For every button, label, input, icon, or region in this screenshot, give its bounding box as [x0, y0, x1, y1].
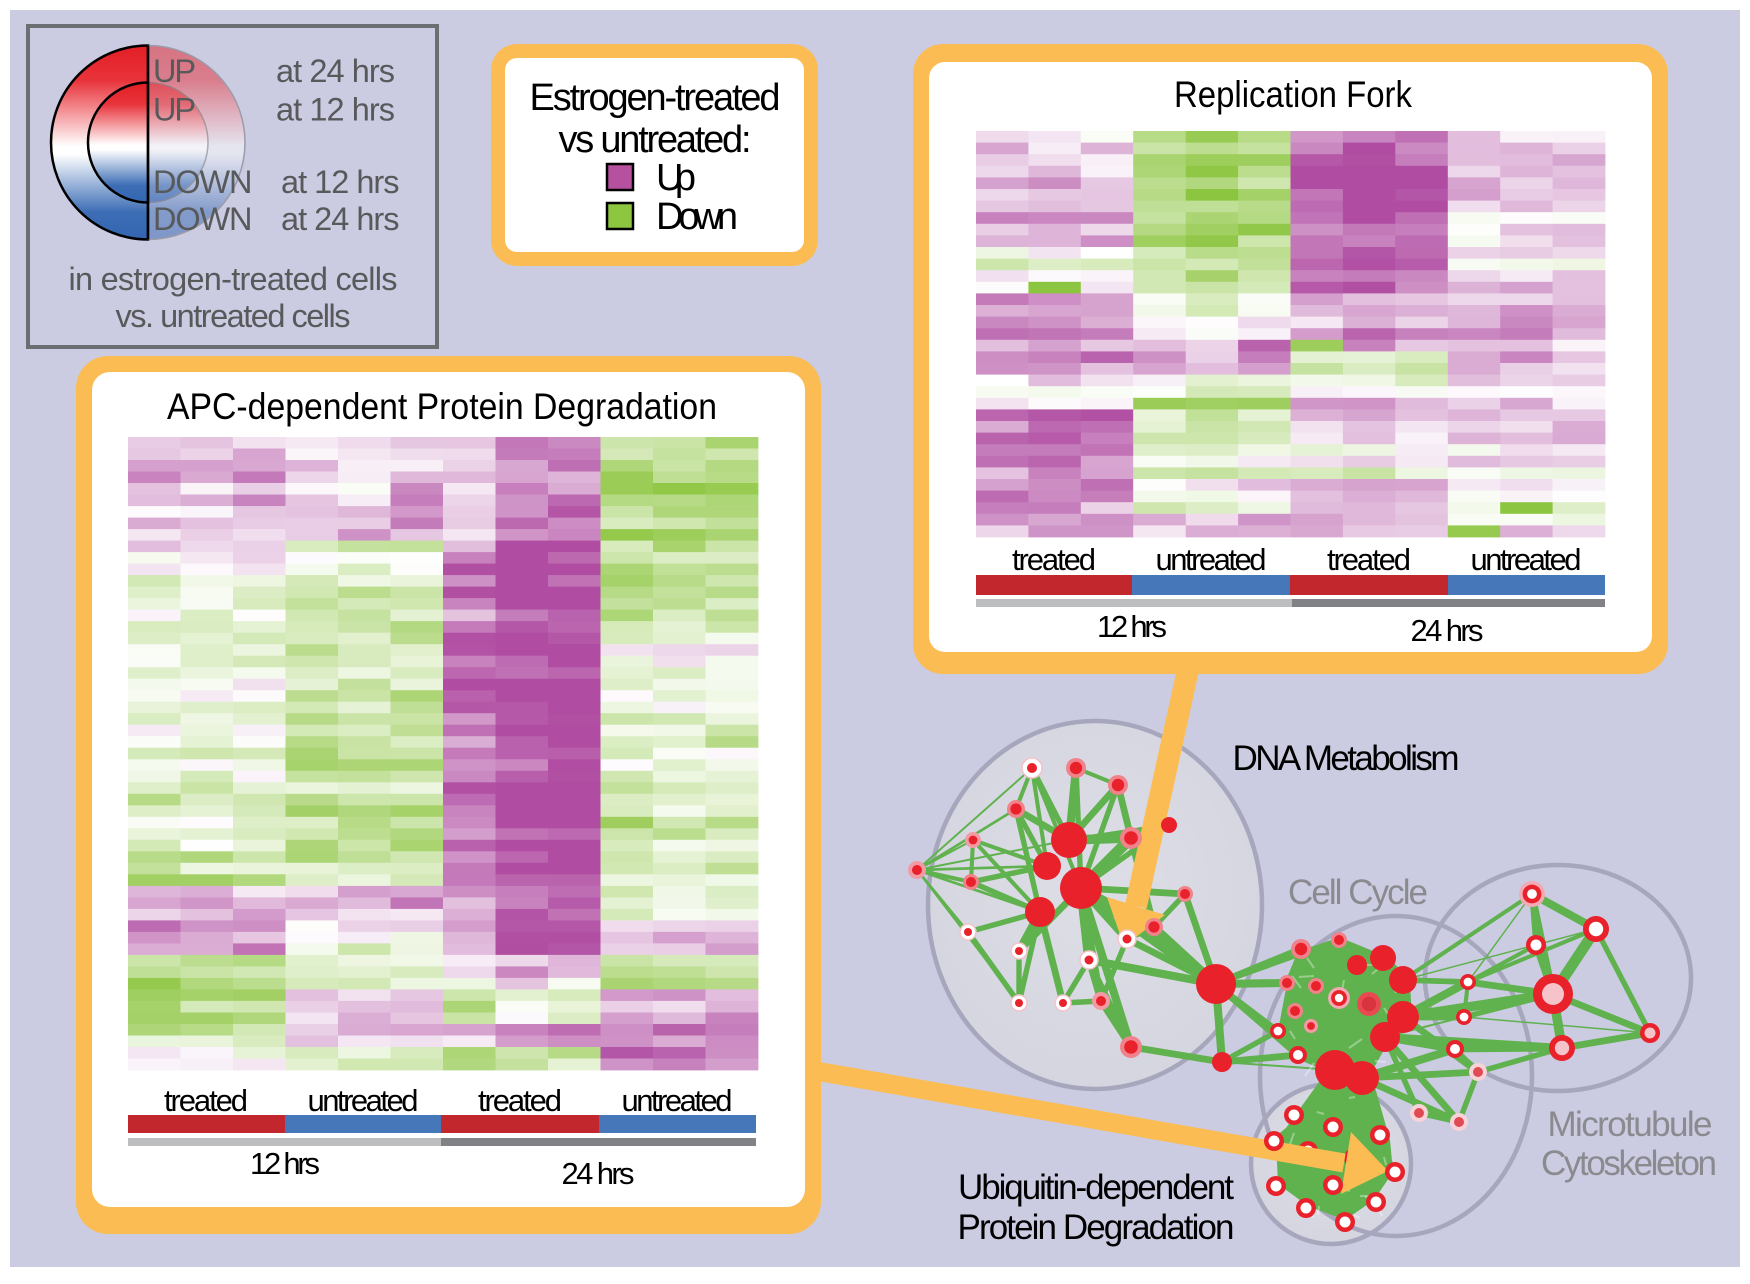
svg-text:untreated: untreated [1156, 542, 1267, 577]
svg-text:Estrogen-treated: Estrogen-treated [530, 77, 781, 119]
svg-text:Cell Cycle: Cell Cycle [1288, 873, 1428, 912]
svg-text:Down: Down [656, 196, 738, 238]
svg-text:Up: Up [656, 157, 696, 199]
svg-text:DNA Metabolism: DNA Metabolism [1233, 739, 1460, 778]
svg-text:UP: UP [153, 92, 196, 128]
svg-text:24 hrs: 24 hrs [562, 1156, 635, 1191]
svg-text:APC-dependent Protein Degradat: APC-dependent Protein Degradation [167, 386, 717, 427]
svg-text:12 hrs: 12 hrs [1097, 609, 1167, 644]
svg-text:at 24 hrs: at 24 hrs [276, 53, 395, 89]
svg-text:at 12 hrs: at 12 hrs [281, 164, 400, 200]
svg-text:Replication Fork: Replication Fork [1174, 74, 1412, 115]
svg-text:untreated: untreated [622, 1083, 733, 1118]
svg-text:UP: UP [153, 53, 196, 89]
svg-text:treated: treated [164, 1083, 248, 1118]
svg-text:treated: treated [1012, 542, 1096, 577]
svg-text:12 hrs: 12 hrs [250, 1146, 320, 1181]
svg-text:DOWN: DOWN [153, 164, 253, 200]
svg-text:Microtubule: Microtubule [1548, 1105, 1713, 1144]
svg-text:24 hrs: 24 hrs [1411, 613, 1484, 648]
svg-text:untreated: untreated [1471, 542, 1582, 577]
svg-text:DOWN: DOWN [153, 201, 253, 237]
svg-text:Protein Degradation: Protein Degradation [958, 1208, 1235, 1247]
svg-text:in estrogen-treated cells: in estrogen-treated cells [69, 261, 398, 297]
svg-text:at 12 hrs: at 12 hrs [276, 92, 395, 128]
svg-text:vs. untreated cells: vs. untreated cells [116, 298, 351, 334]
svg-text:Ubiquitin-dependent: Ubiquitin-dependent [958, 1168, 1234, 1207]
svg-text:treated: treated [478, 1083, 562, 1118]
svg-text:untreated: untreated [308, 1083, 419, 1118]
svg-text:at 24 hrs: at 24 hrs [281, 201, 400, 237]
svg-text:treated: treated [1327, 542, 1411, 577]
svg-text:Cytoskeleton: Cytoskeleton [1541, 1144, 1717, 1183]
svg-text:vs untreated:: vs untreated: [559, 119, 752, 161]
